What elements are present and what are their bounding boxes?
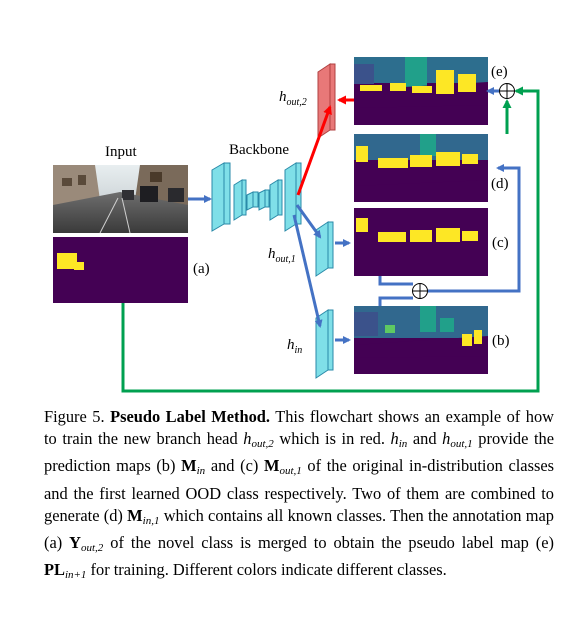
combine-to-e: [121, 86, 540, 393]
label-b: (b): [492, 333, 510, 349]
backbone-to-out2-arrow: [296, 105, 332, 196]
h-out1-label: hout,1: [268, 246, 296, 265]
pseudo-label-flowchart: Input Backbone (a) (e) (d) (c) (b) hout,…: [53, 57, 540, 393]
map-c: [354, 208, 488, 276]
figure-caption: Figure 5. Pseudo Label Method. This flow…: [44, 407, 554, 582]
input-photo: [53, 165, 188, 234]
label-e: (e): [491, 64, 508, 80]
h-out2-label: hout,2: [279, 89, 307, 108]
input-label: Input: [105, 144, 137, 160]
flowchart-svg: [53, 57, 540, 393]
map-d: [354, 134, 488, 202]
backbone-label: Backbone: [229, 142, 289, 158]
head-out1: [315, 221, 334, 277]
annotation-map-a: [53, 237, 188, 303]
label-a: (a): [193, 261, 210, 277]
map-e: [354, 57, 488, 125]
label-c: (c): [492, 235, 509, 251]
backbone-to-out1-arrow: [295, 204, 322, 239]
head-out2: [317, 63, 336, 139]
caption-title: Pseudo Label Method.: [110, 407, 270, 426]
caption-label: Figure 5.: [44, 407, 105, 426]
h-in-label: hin: [287, 337, 303, 356]
annotation-to-e-arrow: [121, 86, 540, 393]
backbone-to-in-arrow: [292, 214, 323, 328]
label-d: (d): [491, 176, 509, 192]
backbone-network: [211, 162, 302, 232]
combine-bc-to-d: [378, 164, 521, 306]
map-b: [354, 306, 488, 374]
